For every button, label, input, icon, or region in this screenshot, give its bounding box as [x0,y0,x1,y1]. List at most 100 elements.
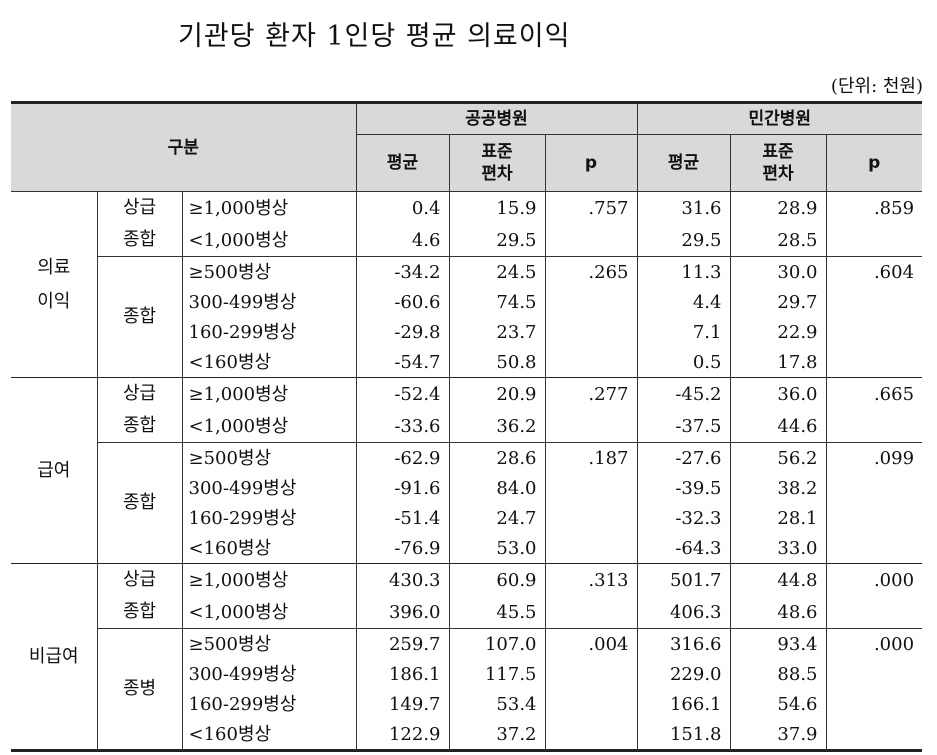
public-p-cell [544,224,638,257]
header-gubun: 구분 [11,102,357,192]
public-p-cell [544,347,638,378]
private-mean-cell: 229.0 [636,659,731,689]
private-mean-cell: 4.4 [636,287,731,317]
public-mean-cell: -60.6 [355,287,450,317]
public-p-cell [544,659,638,689]
public-mean-cell: 430.3 [355,563,450,596]
table-row: <160병상 122.9 37.2 151.8 37.9 [11,719,923,751]
unit-note: (단위: 천원) [830,76,923,97]
table-row: 종합 ≥500병상 -34.2 24.5.265 11.3 30.0.604 [11,256,923,378]
public-mean-cell: -33.6 [355,410,450,443]
public-sd-cell: 36.2 [448,410,546,443]
public-mean-cell: 149.7 [355,689,450,719]
private-p-cell: .665 [825,377,923,410]
public-mean-cell: -91.6 [355,473,450,503]
public-mean-cell: -52.4 [355,377,450,410]
public-sd-cell: 23.7 [448,317,546,347]
public-sd-cell: 53.0 [448,533,546,564]
table-row: 300-499병상 186.1 117.5 229.0 88.5 [11,659,923,689]
table-row: <160병상 -54.7 50.8 0.5 17.8 [11,347,923,378]
bed-size-cell: <160병상 [181,347,357,378]
private-sd-cell: 37.9 [729,719,827,751]
public-p-cell [544,689,638,719]
table-row: 160-299병상 149.7 53.4 166.1 54.6 [11,689,923,719]
section-label: 비급여 [11,563,98,751]
private-sd-cell: 22.9 [729,317,827,347]
public-sd-cell: 117.5 [448,659,546,689]
public-p-cell [544,473,638,503]
bed-size-cell: <1,000병상 [181,410,357,443]
table-row: 종병 ≥500병상 259.7 107.0.004 316.6 93.4.000 [11,628,923,751]
private-mean-cell: 11.3 [636,256,731,287]
private-sd-cell: 44.6 [729,410,827,443]
group-label: 상급 종합 [96,377,183,443]
public-p-cell [544,596,638,629]
public-p-cell: .757 [544,191,638,224]
header-public-sd: 표준 편차 [448,134,546,192]
private-sd-cell: 56.2 [729,442,827,473]
public-sd-cell: 84.0 [448,473,546,503]
table-body: 의료 이익 상급 종합 ≥1,000병상 0.4 15.9.757 31.6 28.9.859 <… [11,191,923,751]
bed-size-cell: 300-499병상 [181,473,357,503]
header-private: 민간병원 [636,102,923,135]
bed-size-cell: 300-499병상 [181,287,357,317]
group-label: 종합 [96,442,183,564]
group-label: 상급 종합 [96,191,183,257]
private-sd-cell: 33.0 [729,533,827,564]
private-sd-cell: 48.6 [729,596,827,629]
public-sd-cell: 20.9 [448,377,546,410]
private-mean-cell: -39.5 [636,473,731,503]
bed-size-cell: 300-499병상 [181,659,357,689]
header-private-sd: 표준 편차 [729,134,827,192]
table-row: 300-499병상 -60.6 74.5 4.4 29.7 [11,287,923,317]
public-mean-cell: 396.0 [355,596,450,629]
private-sd-cell: 17.8 [729,347,827,378]
header-public: 공공병원 [355,102,638,135]
header-private-mean: 평균 [636,134,731,192]
public-sd-cell: 60.9 [448,563,546,596]
group-label: 종병 [96,628,183,751]
private-p-cell [825,347,923,378]
public-p-cell: .313 [544,563,638,596]
table-row: <1,000병상 4.6 29.5 29.5 28.5 [11,224,923,257]
section-label: 의료 이익 [11,191,98,378]
bed-size-cell: <160병상 [181,719,357,751]
table-row: <160병상 -76.9 53.0 -64.3 33.0 [11,533,923,564]
table-row: 급여 상급 종합 ≥1,000병상 -52.4 20.9.277 -45.2 36.0.665 [11,377,923,564]
bed-size-cell: ≥1,000병상 [181,563,357,596]
private-sd-cell: 38.2 [729,473,827,503]
public-sd-cell: 45.5 [448,596,546,629]
bed-size-cell: 160-299병상 [181,689,357,719]
table-row: <1,000병상 396.0 45.5 406.3 48.6 [11,596,923,629]
public-mean-cell: -62.9 [355,442,450,473]
bed-size-cell: ≥1,000병상 [181,377,357,410]
table-row: <1,000병상 -33.6 36.2 -37.5 44.6 [11,410,923,443]
private-p-cell: .099 [825,442,923,473]
table-row: 의료 이익 상급 종합 ≥1,000병상 0.4 15.9.757 31.6 28.9.859 [11,191,923,378]
bed-size-cell: ≥500병상 [181,628,357,659]
public-mean-cell: -76.9 [355,533,450,564]
public-mean-cell: 186.1 [355,659,450,689]
private-sd-cell: 28.5 [729,224,827,257]
private-p-cell: .000 [825,628,923,659]
table-row: 300-499병상 -91.6 84.0 -39.5 38.2 [11,473,923,503]
public-sd-cell: 107.0 [448,628,546,659]
public-sd-cell: 50.8 [448,347,546,378]
table-row: 160-299병상 -51.4 24.7 -32.3 28.1 [11,503,923,533]
private-mean-cell: 151.8 [636,719,731,751]
public-p-cell: .004 [544,628,638,659]
public-sd-cell: 24.5 [448,256,546,287]
private-sd-cell: 54.6 [729,689,827,719]
private-p-cell [825,689,923,719]
group-label: 종합 [96,256,183,378]
private-mean-cell: -64.3 [636,533,731,564]
public-mean-cell: 4.6 [355,224,450,257]
private-mean-cell: 29.5 [636,224,731,257]
public-mean-cell: 259.7 [355,628,450,659]
private-p-cell [825,533,923,564]
bed-size-cell: 160-299병상 [181,503,357,533]
private-mean-cell: 501.7 [636,563,731,596]
public-mean-cell: 0.4 [355,191,450,224]
private-mean-cell: -27.6 [636,442,731,473]
private-sd-cell: 88.5 [729,659,827,689]
